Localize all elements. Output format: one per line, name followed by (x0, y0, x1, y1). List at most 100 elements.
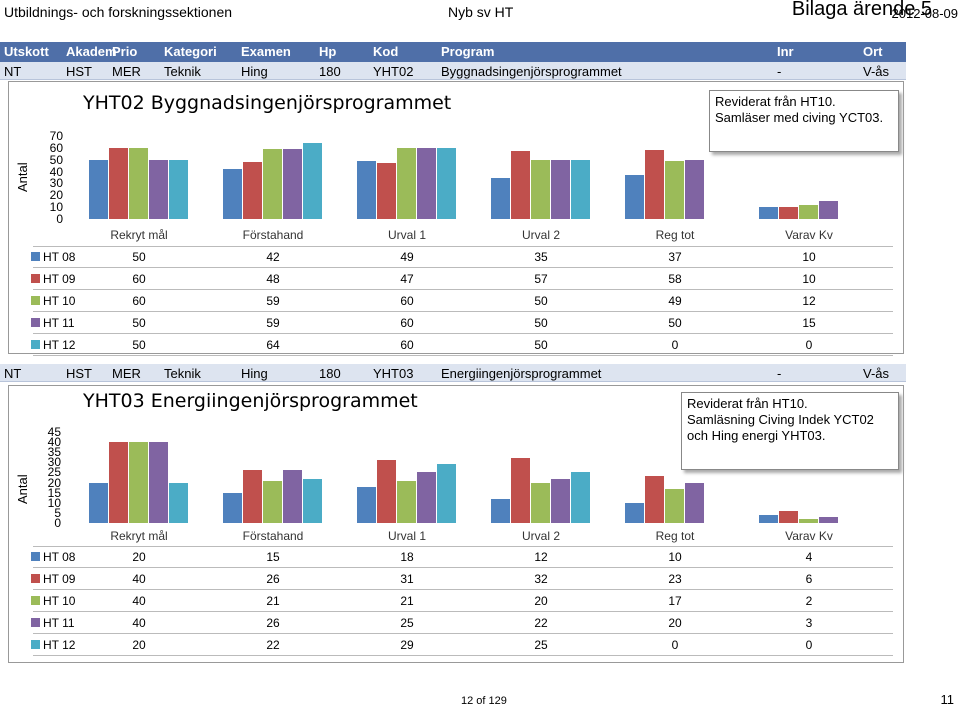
data-label: 21 (266, 594, 280, 608)
bar (223, 492, 242, 523)
col-kategori: Kategori (164, 44, 217, 59)
bar (799, 204, 818, 219)
bar (243, 162, 262, 219)
data-label: 26 (266, 572, 280, 586)
y-tick-label: 15 (47, 485, 61, 500)
col-hp: Hp (319, 44, 337, 59)
legend-swatch (31, 296, 40, 305)
cell-akadem: HST (66, 64, 92, 79)
category-label: Rekryt mål (110, 228, 168, 242)
cell-prio: MER (112, 64, 141, 79)
legend-label: HT 09 (43, 572, 76, 586)
y-tick-label: 60 (49, 140, 63, 155)
y-tick-label: 40 (47, 435, 61, 450)
bar (819, 201, 838, 219)
bar (625, 175, 644, 219)
category-label: Urval 2 (521, 228, 560, 242)
data-label: 50 (534, 294, 548, 308)
cell-examen: Hing (241, 64, 268, 79)
data-label: 50 (534, 316, 548, 330)
data-label: 23 (668, 572, 682, 586)
data-label: 10 (802, 272, 816, 286)
cell-ort: V-ås (863, 64, 890, 79)
data-label: 37 (668, 250, 682, 264)
data-label: 20 (534, 594, 548, 608)
bar (89, 159, 108, 219)
bar (645, 150, 664, 219)
note-line: Reviderat från HT10. (715, 94, 836, 109)
data-label: 49 (400, 250, 414, 264)
cell-hp: 180 (319, 366, 341, 381)
legend-swatch (31, 640, 40, 649)
data-label: 57 (534, 272, 548, 286)
category-label: Urval 1 (387, 228, 426, 242)
cell-kategori: Teknik (164, 366, 201, 381)
data-label: 0 (671, 638, 679, 652)
legend-label: HT 09 (43, 272, 76, 286)
data-label: 32 (534, 572, 548, 586)
bar (223, 169, 242, 219)
column-header-row: Utskott Akadem Prio Kategori Examen Hp K… (0, 42, 906, 62)
data-label: 20 (668, 616, 682, 630)
legend-label: HT 10 (43, 594, 76, 608)
data-label: 35 (534, 250, 548, 264)
y-tick-label: 40 (49, 164, 63, 179)
data-label: 60 (400, 338, 414, 352)
cell-inr: - (777, 64, 782, 79)
legend-swatch (31, 340, 40, 349)
cell-examen: Hing (241, 366, 268, 381)
cell-utskott: NT (4, 366, 22, 381)
data-label: 31 (400, 572, 414, 586)
data-label: 12 (534, 550, 548, 564)
bar (169, 159, 188, 219)
data-label: 3 (805, 616, 813, 630)
category-label: Urval 2 (521, 529, 560, 543)
bar (665, 160, 684, 219)
legend-swatch (31, 596, 40, 605)
data-label: 25 (534, 638, 548, 652)
data-label: 48 (266, 272, 280, 286)
category-label: Urval 1 (387, 529, 426, 543)
table-border (33, 546, 893, 547)
bar (303, 143, 322, 219)
table-border (33, 246, 893, 247)
chart-title: YHT03 Energiingenjörsprogrammet (83, 390, 418, 412)
table-row: NT HST MER Teknik Hing 180 YHT03 Energii… (0, 364, 906, 382)
bar (551, 478, 570, 523)
table-border (33, 311, 893, 312)
data-label: 50 (132, 316, 146, 330)
data-label: 59 (266, 316, 280, 330)
cell-program: Byggnadsingenjörsprogrammet (441, 64, 622, 79)
data-label: 2 (805, 594, 813, 608)
data-label: 42 (266, 250, 280, 264)
table-border (33, 611, 893, 612)
bar (263, 149, 282, 219)
y-tick-label: 0 (54, 516, 61, 530)
category-label: Förstahand (242, 228, 304, 242)
category-label: Reg tot (655, 529, 695, 543)
table-border (33, 267, 893, 268)
bar (511, 151, 530, 219)
table-border (33, 655, 893, 656)
legend-swatch (31, 552, 40, 561)
y-tick-label: 10 (47, 495, 61, 510)
data-label: 60 (400, 316, 414, 330)
section-name: Utbildnings- och forskningssektionen (4, 4, 233, 20)
bar (665, 488, 684, 523)
y-tick-label: 5 (54, 505, 61, 520)
cell-prio: MER (112, 366, 141, 381)
bar (571, 472, 590, 523)
data-label: 50 (668, 316, 682, 330)
data-label: 40 (132, 616, 146, 630)
data-label: 10 (668, 550, 682, 564)
bar (283, 470, 302, 523)
bar (571, 159, 590, 219)
data-label: 50 (132, 338, 146, 352)
data-label: 17 (668, 594, 682, 608)
table-border (33, 333, 893, 334)
data-label: 58 (668, 272, 682, 286)
data-label: 50 (534, 338, 548, 352)
category-label: Varav Kv (785, 228, 833, 242)
note-line: och Hing energi YHT03. (687, 428, 826, 443)
data-label: 40 (132, 572, 146, 586)
